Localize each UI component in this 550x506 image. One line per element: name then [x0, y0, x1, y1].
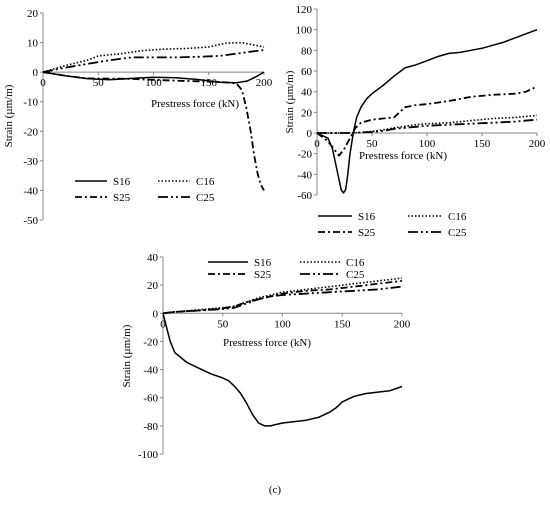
x-tick-label: 50	[217, 318, 229, 330]
x-tick-label: 0	[314, 138, 320, 150]
series-line-s25	[42, 71, 265, 191]
x-tick-label: 100	[419, 138, 436, 150]
y-axis-label: Strain (µm/m)	[284, 70, 296, 133]
x-tick-label: 50	[367, 138, 379, 150]
y-tick-label: 120	[296, 4, 313, 16]
legend-label-c16: C16	[448, 211, 467, 223]
y-axis-label: Strain (µm/m)	[3, 84, 15, 147]
y-tick-label: -40	[143, 365, 158, 377]
series-line-c25	[317, 118, 538, 134]
y-tick-label: 20	[27, 8, 39, 20]
y-tick-label: 10	[27, 38, 39, 50]
legend-label-s16: S16	[358, 211, 376, 223]
y-tick-label: 20	[147, 280, 159, 292]
legend-label-s16: S16	[113, 176, 131, 188]
series-line-c16	[317, 114, 538, 134]
series-line-s25	[316, 85, 538, 157]
x-tick-label: 50	[93, 77, 105, 89]
y-tick-label: 0	[307, 128, 313, 140]
panel-caption-c: (c)	[268, 484, 282, 496]
y-tick-label: -10	[23, 97, 38, 109]
series-line-s25	[162, 280, 403, 315]
y-tick-label: -40	[297, 169, 312, 181]
series-line-c25	[162, 285, 403, 315]
y-tick-label: 0	[153, 308, 159, 320]
y-tick-label: 0	[33, 67, 39, 79]
x-axis-label: Prestress force (kN)	[151, 98, 239, 110]
x-axis-label: Prestress force (kN)	[223, 337, 311, 349]
series-line-s16	[316, 28, 538, 194]
series-line-c16	[42, 41, 265, 73]
y-tick-label: -60	[143, 393, 158, 405]
x-tick-label: 100	[274, 318, 291, 330]
y-tick-label: -20	[297, 149, 312, 161]
y-tick-label: 60	[301, 66, 313, 78]
x-tick-label: 0	[160, 318, 166, 330]
y-tick-label: 40	[147, 252, 159, 264]
y-tick-label: 100	[296, 25, 313, 37]
legend-label-c16: C16	[196, 176, 215, 188]
x-axis-label: Prestress force (kN)	[359, 150, 447, 162]
x-tick-label: 200	[529, 138, 546, 150]
x-tick-label: 200	[256, 77, 273, 89]
y-tick-label: -80	[143, 421, 158, 433]
legend-label-s25: S25	[254, 269, 272, 281]
x-tick-label: 150	[474, 138, 491, 150]
legend-label-s16: S16	[254, 257, 272, 269]
y-tick-label: -60	[297, 190, 312, 202]
series-line-c25	[42, 49, 265, 73]
x-tick-label: 150	[201, 77, 218, 89]
y-axis-label: Strain (µm/m)	[121, 324, 133, 387]
y-tick-label: -20	[23, 126, 38, 138]
x-tick-label: 200	[394, 318, 411, 330]
legend-label-s25: S25	[358, 227, 376, 239]
y-tick-label: -50	[23, 215, 38, 227]
legend-label-c25: C25	[346, 269, 365, 281]
series-line-c16	[162, 277, 403, 315]
x-tick-label: 150	[334, 318, 351, 330]
y-tick-label: -100	[138, 449, 159, 461]
x-tick-label: 0	[40, 77, 46, 89]
legend-label-c25: C25	[196, 192, 215, 204]
series-line-s16	[162, 313, 403, 427]
y-tick-label: 20	[301, 107, 313, 119]
y-tick-label: -20	[143, 336, 158, 348]
series-line-s16	[42, 71, 265, 84]
y-tick-label: 80	[301, 45, 313, 57]
y-tick-label: -30	[23, 156, 38, 168]
y-tick-label: 40	[301, 87, 313, 99]
legend-label-c16: C16	[346, 257, 365, 269]
y-tick-label: -40	[23, 185, 38, 197]
legend-label-s25: S25	[113, 192, 131, 204]
legend-label-c25: C25	[448, 227, 467, 239]
